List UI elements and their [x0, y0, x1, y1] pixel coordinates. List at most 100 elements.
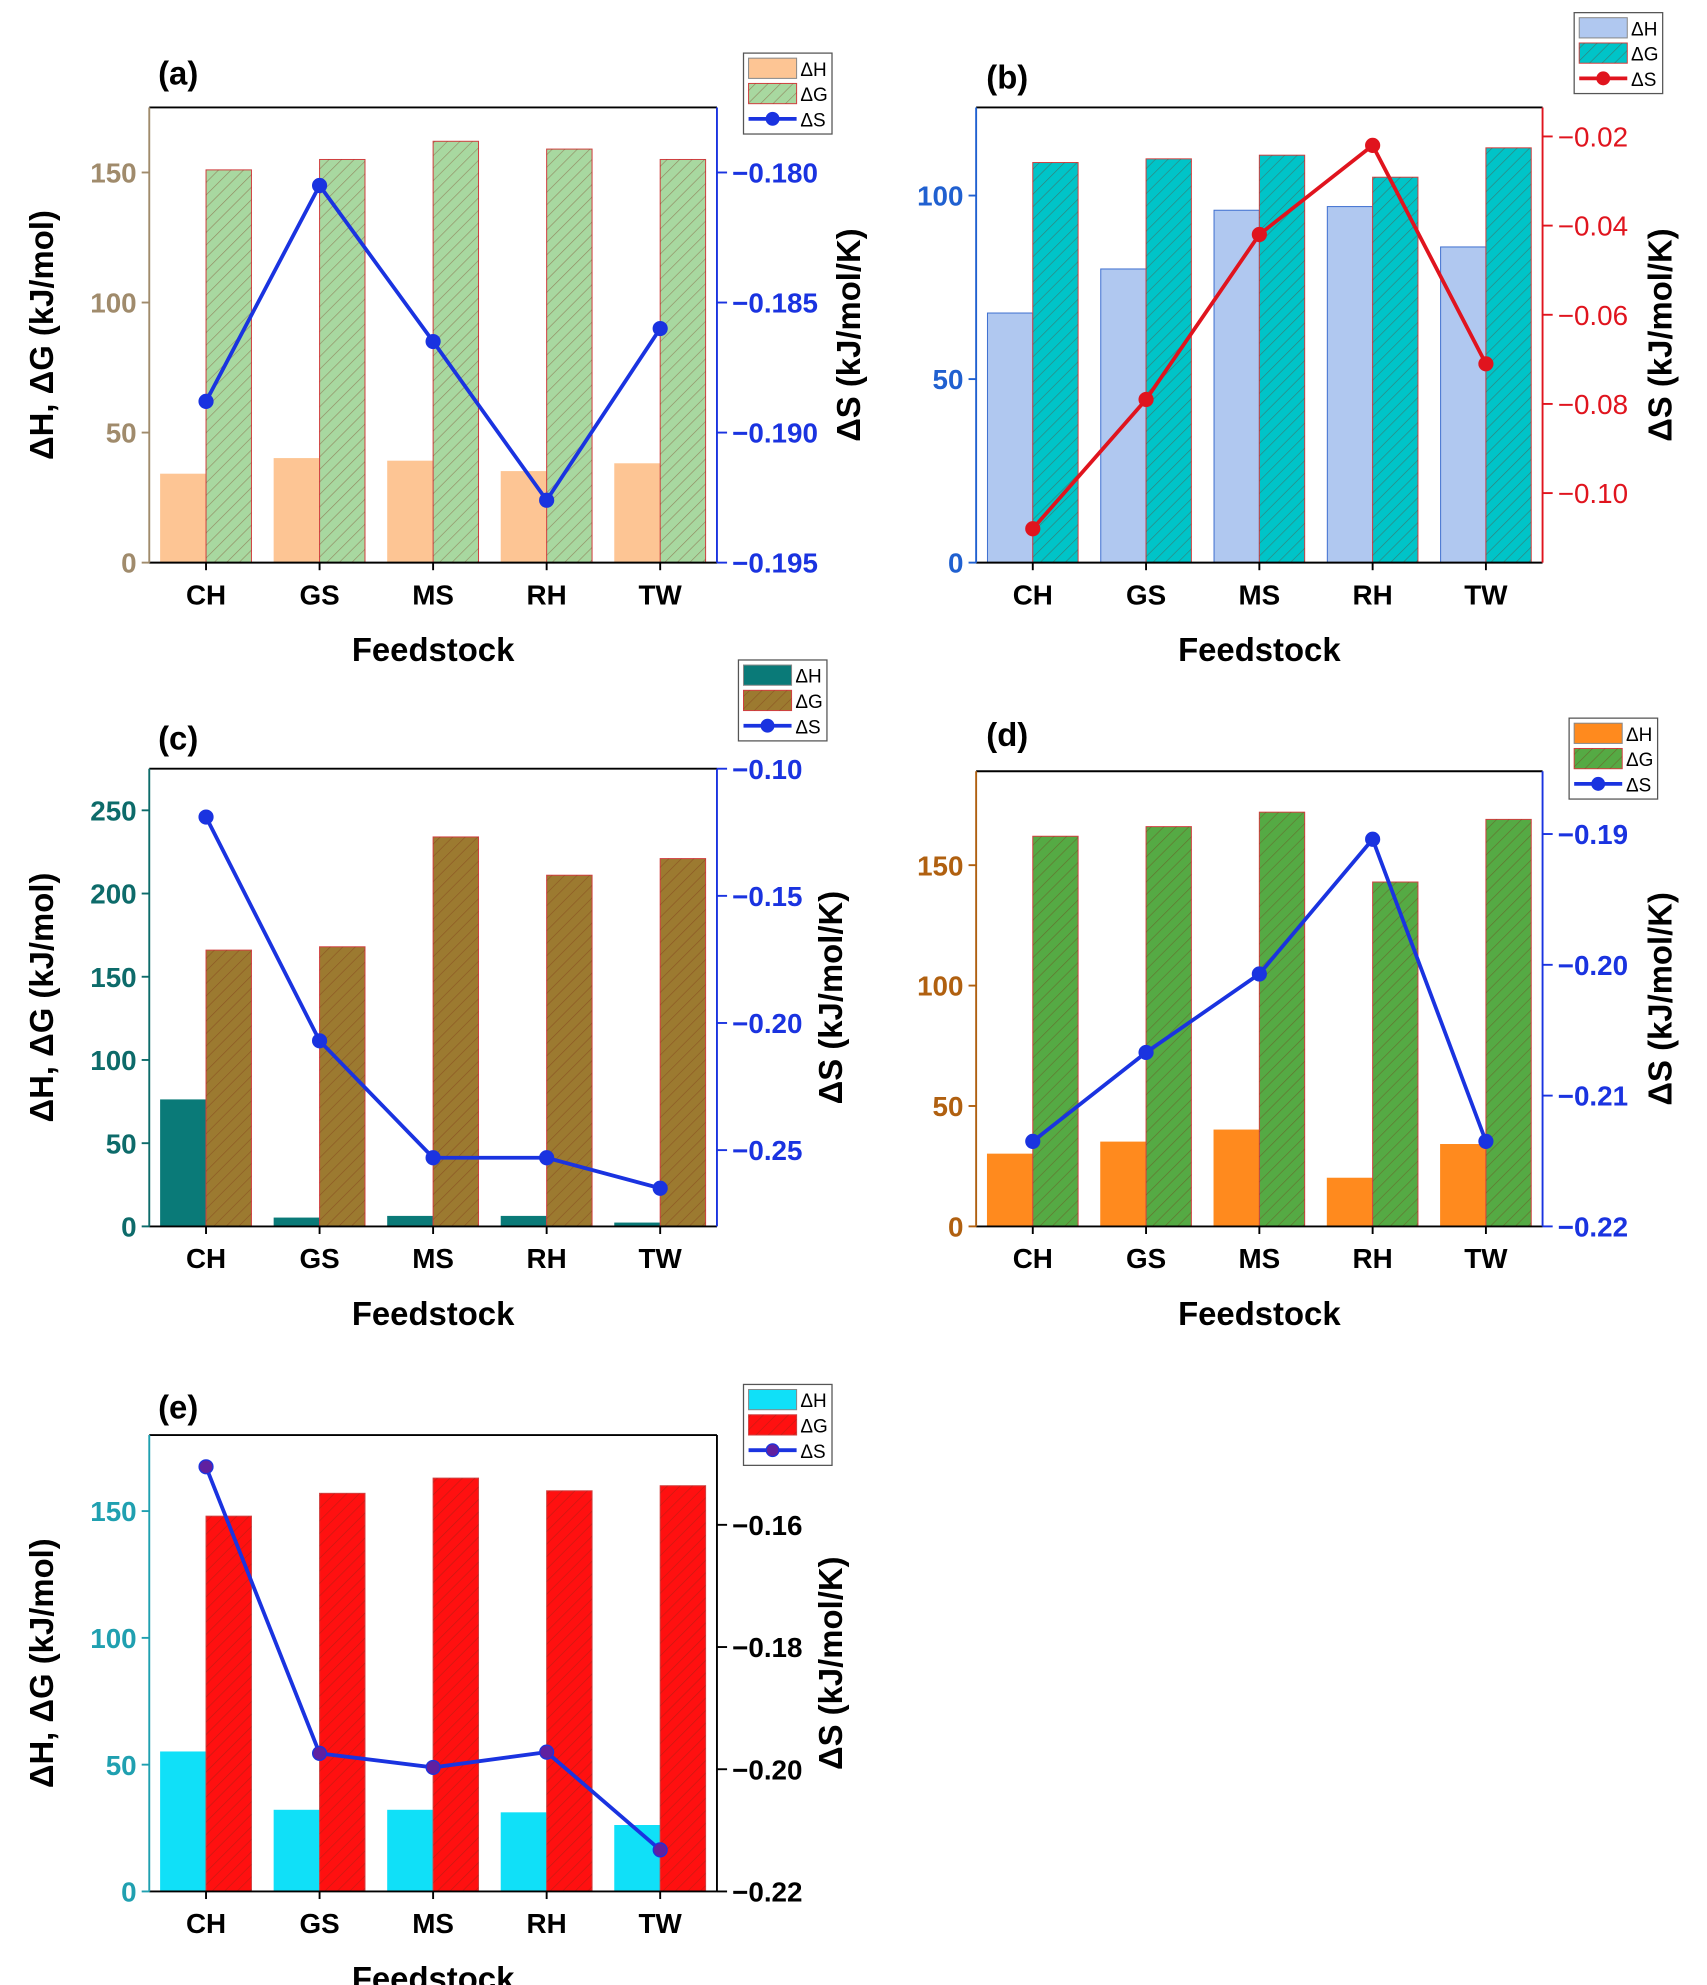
y2-tick-label: −0.22: [732, 1877, 802, 1908]
point-delta-S-TW: [652, 1180, 668, 1196]
y-axis-title: ΔH, ΔG (kJ/mol): [23, 873, 60, 1123]
legend-label: ΔS: [800, 1442, 825, 1463]
legend-swatch: [748, 1388, 798, 1411]
legend-swatch-hatch: [1574, 748, 1623, 769]
bar-hatch: [319, 159, 365, 563]
y2-axis-title: ΔS (kJ/mol/K): [812, 1556, 849, 1770]
bar-delta-H-CH: [160, 1751, 207, 1892]
x-tick-label: TW: [639, 579, 683, 610]
x-tick-label: MS: [412, 1908, 454, 1939]
point-delta-S-TW: [1478, 356, 1494, 372]
bar-delta-H-RH: [1326, 1177, 1374, 1227]
point-delta-S-TW: [652, 1842, 668, 1858]
y-axis-title: ΔH, ΔG (kJ/mol): [23, 1538, 60, 1788]
bar-hatch: [1485, 147, 1532, 563]
bar-delta-H-RH: [500, 471, 548, 564]
x-tick-label: RH: [1353, 579, 1393, 610]
bar-hatch: [660, 159, 706, 563]
point-delta-S-MS: [1251, 966, 1267, 982]
bar-delta-H-RH: [500, 1215, 548, 1227]
legend-swatch: [1578, 17, 1628, 39]
bar-delta-H-MS: [387, 460, 434, 564]
point-delta-S-TW: [1478, 1133, 1494, 1149]
x-tick-label: CH: [186, 579, 226, 610]
x-tick-label: RH: [527, 579, 567, 610]
y-tick-label: 100: [90, 1045, 136, 1076]
x-tick-label: GS: [1126, 1243, 1166, 1274]
legend-label: ΔG: [1626, 750, 1653, 771]
y-tick-label: 50: [933, 1091, 964, 1122]
x-tick-label: GS: [299, 579, 339, 610]
y-tick-label: 0: [121, 548, 136, 579]
panel-label: (d): [986, 716, 1028, 753]
bar-delta-H-GS: [1100, 268, 1147, 564]
bar-hatch: [546, 149, 593, 563]
x-tick-label: GS: [1126, 579, 1166, 610]
point-delta-S-RH: [539, 1744, 555, 1760]
y-tick-label: 50: [106, 1128, 137, 1159]
panel-label: (b): [986, 59, 1028, 96]
y-axis-title: ΔH, ΔG (kJ/mol): [23, 210, 60, 460]
point-delta-S-RH: [1365, 137, 1381, 153]
y2-tick-label: −0.08: [1558, 389, 1628, 420]
x-tick-label: RH: [1353, 1243, 1393, 1274]
chart-panel-4: (e) CH GS MS RH TW Feedstock 0 50 100 150 ΔH, ΔG (k…: [23, 1383, 849, 1985]
bar-delta-H-MS: [1213, 1129, 1260, 1227]
legend-marker: [1596, 71, 1611, 86]
bar-delta-H-CH: [986, 1153, 1034, 1227]
x-tick-label: TW: [639, 1243, 683, 1274]
y2-tick-label: −0.10: [732, 754, 802, 785]
y2-tick-label: −0.21: [1558, 1081, 1628, 1112]
legend-label: ΔS: [795, 717, 820, 738]
point-delta-S-GS: [311, 1033, 328, 1049]
bar-hatch: [206, 950, 252, 1227]
x-axis-title: Feedstock: [352, 631, 515, 668]
bar-hatch: [1259, 812, 1305, 1227]
bar-delta-H-TW: [614, 1825, 661, 1892]
bar-hatch: [546, 875, 593, 1227]
bar-delta-H-GS: [273, 1217, 321, 1227]
y-tick-label: 0: [121, 1877, 136, 1908]
y2-tick-label: −0.180: [732, 158, 818, 189]
legend-label: ΔS: [1631, 70, 1656, 91]
bar-delta-H-RH: [500, 1812, 548, 1892]
x-tick-label: RH: [527, 1243, 567, 1274]
y-tick-label: 100: [90, 288, 136, 319]
y-tick-label: 50: [106, 418, 137, 449]
point-delta-S-GS: [311, 177, 328, 194]
bar-delta-H-CH: [986, 312, 1034, 564]
y2-tick-label: −0.16: [732, 1510, 802, 1541]
x-tick-label: TW: [1464, 1243, 1508, 1274]
chart-panel-2: (c) CH GS MS RH TW Feedstock 0 50 100 150 200 250 ΔH,…: [23, 659, 849, 1332]
point-delta-S-MS: [425, 1759, 441, 1775]
bar-delta-H-MS: [1213, 209, 1260, 564]
point-delta-S-RH: [1365, 831, 1381, 847]
bar-hatch: [1372, 882, 1418, 1227]
panel-label: (c): [158, 720, 198, 757]
y2-tick-label: −0.195: [732, 548, 818, 579]
bar-delta-H-CH: [160, 473, 207, 564]
legend-swatch: [748, 57, 798, 79]
y2-tick-label: −0.25: [732, 1135, 802, 1166]
point-delta-S-CH: [198, 393, 214, 409]
x-tick-label: CH: [186, 1243, 226, 1274]
y2-tick-label: −0.190: [732, 418, 818, 449]
legend: ΔH ΔG ΔS: [742, 52, 833, 135]
chart-panel-3: (d) CH GS MS RH TW Feedstock 0 50 100 150 −0.22 −0.2…: [917, 716, 1678, 1332]
y2-tick-label: −0.18: [732, 1632, 802, 1663]
y-tick-label: 0: [948, 548, 963, 579]
y2-tick-label: −0.20: [732, 1754, 802, 1785]
y2-axis-title: ΔS (kJ/mol/K): [1642, 892, 1679, 1106]
bar-hatch: [1259, 155, 1305, 563]
legend-swatch-hatch: [748, 1414, 797, 1436]
y-tick-label: 200: [90, 879, 136, 910]
y-tick-label: 0: [948, 1212, 963, 1243]
y2-tick-label: −0.19: [1558, 819, 1628, 850]
point-delta-S-GS: [1138, 391, 1154, 408]
point-delta-S-CH: [1025, 521, 1041, 537]
bar-hatch: [1032, 836, 1079, 1227]
x-tick-label: CH: [1013, 1243, 1053, 1274]
bar-hatch: [1485, 819, 1532, 1227]
legend-label: ΔH: [795, 667, 821, 688]
bar-delta-H-GS: [273, 1809, 321, 1892]
